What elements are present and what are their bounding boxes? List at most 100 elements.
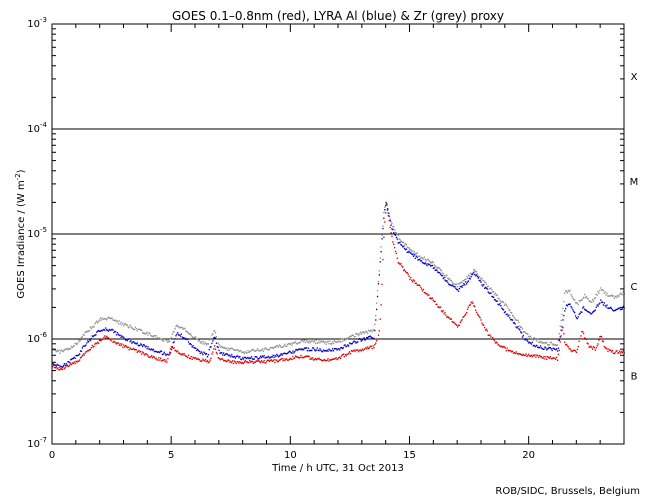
data-point: [502, 308, 504, 310]
data-point: [433, 300, 435, 303]
data-point: [91, 344, 93, 347]
data-point: [270, 356, 272, 358]
data-point: [476, 273, 479, 275]
data-point: [577, 303, 579, 306]
data-point: [247, 362, 249, 364]
data-point: [487, 285, 489, 287]
data-point: [421, 262, 424, 264]
data-point: [399, 241, 401, 244]
data-point: [516, 352, 518, 355]
data-point: [163, 359, 165, 361]
data-point: [603, 302, 605, 304]
data-point: [267, 349, 269, 351]
data-point: [258, 358, 260, 360]
data-point: [182, 337, 184, 339]
data-point: [514, 318, 516, 321]
data-point: [250, 357, 252, 359]
data-point: [316, 347, 318, 349]
data-point: [465, 281, 467, 283]
data-point: [524, 331, 526, 333]
data-point: [78, 360, 80, 362]
data-point: [212, 333, 214, 335]
data-point: [329, 349, 331, 351]
data-point: [444, 311, 446, 314]
data-point: [124, 338, 126, 340]
data-point: [439, 306, 442, 308]
data-point: [593, 297, 596, 300]
data-point: [67, 361, 69, 363]
data-point: [563, 301, 565, 303]
data-point: [248, 351, 250, 353]
data-point: [619, 350, 621, 352]
data-point: [118, 344, 120, 346]
data-point: [53, 364, 56, 366]
data-point: [206, 360, 209, 362]
data-point: [196, 358, 198, 360]
data-point: [220, 351, 222, 354]
data-point: [301, 349, 303, 351]
data-point: [203, 351, 205, 353]
data-point: [438, 267, 440, 269]
data-point: [215, 335, 218, 338]
data-point: [556, 348, 558, 350]
data-point: [160, 350, 162, 352]
data-point: [402, 246, 404, 248]
data-point: [484, 281, 487, 283]
data-point: [302, 356, 304, 358]
data-point: [489, 292, 491, 295]
data-point: [107, 330, 110, 332]
data-point: [398, 262, 400, 264]
data-point: [136, 342, 138, 344]
data-point: [529, 341, 531, 343]
data-point: [167, 341, 169, 344]
data-point: [56, 368, 58, 370]
data-point: [571, 295, 573, 298]
data-point: [174, 338, 176, 340]
data-point: [538, 341, 541, 343]
data-point: [187, 332, 190, 334]
data-point: [178, 352, 181, 354]
data-point: [223, 360, 226, 362]
data-point: [307, 355, 309, 358]
data-point: [229, 361, 231, 364]
data-point: [587, 311, 589, 313]
data-point: [196, 349, 198, 352]
data-point: [207, 354, 209, 356]
data-point: [147, 334, 149, 336]
data-point: [585, 338, 587, 341]
data-point: [332, 358, 335, 360]
data-point: [541, 347, 543, 350]
data-point: [493, 338, 495, 341]
data-point: [258, 349, 260, 352]
data-point: [462, 279, 464, 282]
data-point: [293, 342, 295, 344]
data-point: [272, 354, 274, 357]
y-tick-base: 10: [27, 439, 40, 450]
data-point: [570, 305, 572, 308]
data-point: [307, 342, 309, 344]
data-point: [508, 314, 510, 316]
data-point: [268, 360, 271, 363]
data-point: [161, 359, 164, 362]
data-point: [130, 348, 132, 350]
data-point: [186, 338, 188, 340]
data-point: [201, 341, 203, 343]
data-point: [259, 361, 261, 363]
data-point: [606, 304, 608, 306]
data-point: [69, 364, 71, 366]
data-point: [367, 346, 369, 348]
data-point: [106, 317, 109, 320]
x-tick-label: 0: [49, 450, 55, 461]
data-point: [509, 317, 511, 319]
data-point: [439, 272, 441, 274]
data-point: [333, 348, 335, 350]
data-point: [252, 362, 254, 364]
data-point: [241, 357, 244, 359]
data-point: [512, 322, 515, 324]
data-point: [494, 342, 497, 344]
data-point: [502, 301, 505, 304]
data-point: [436, 303, 438, 306]
data-point: [383, 211, 385, 214]
data-point: [481, 322, 483, 324]
data-point: [338, 340, 340, 342]
